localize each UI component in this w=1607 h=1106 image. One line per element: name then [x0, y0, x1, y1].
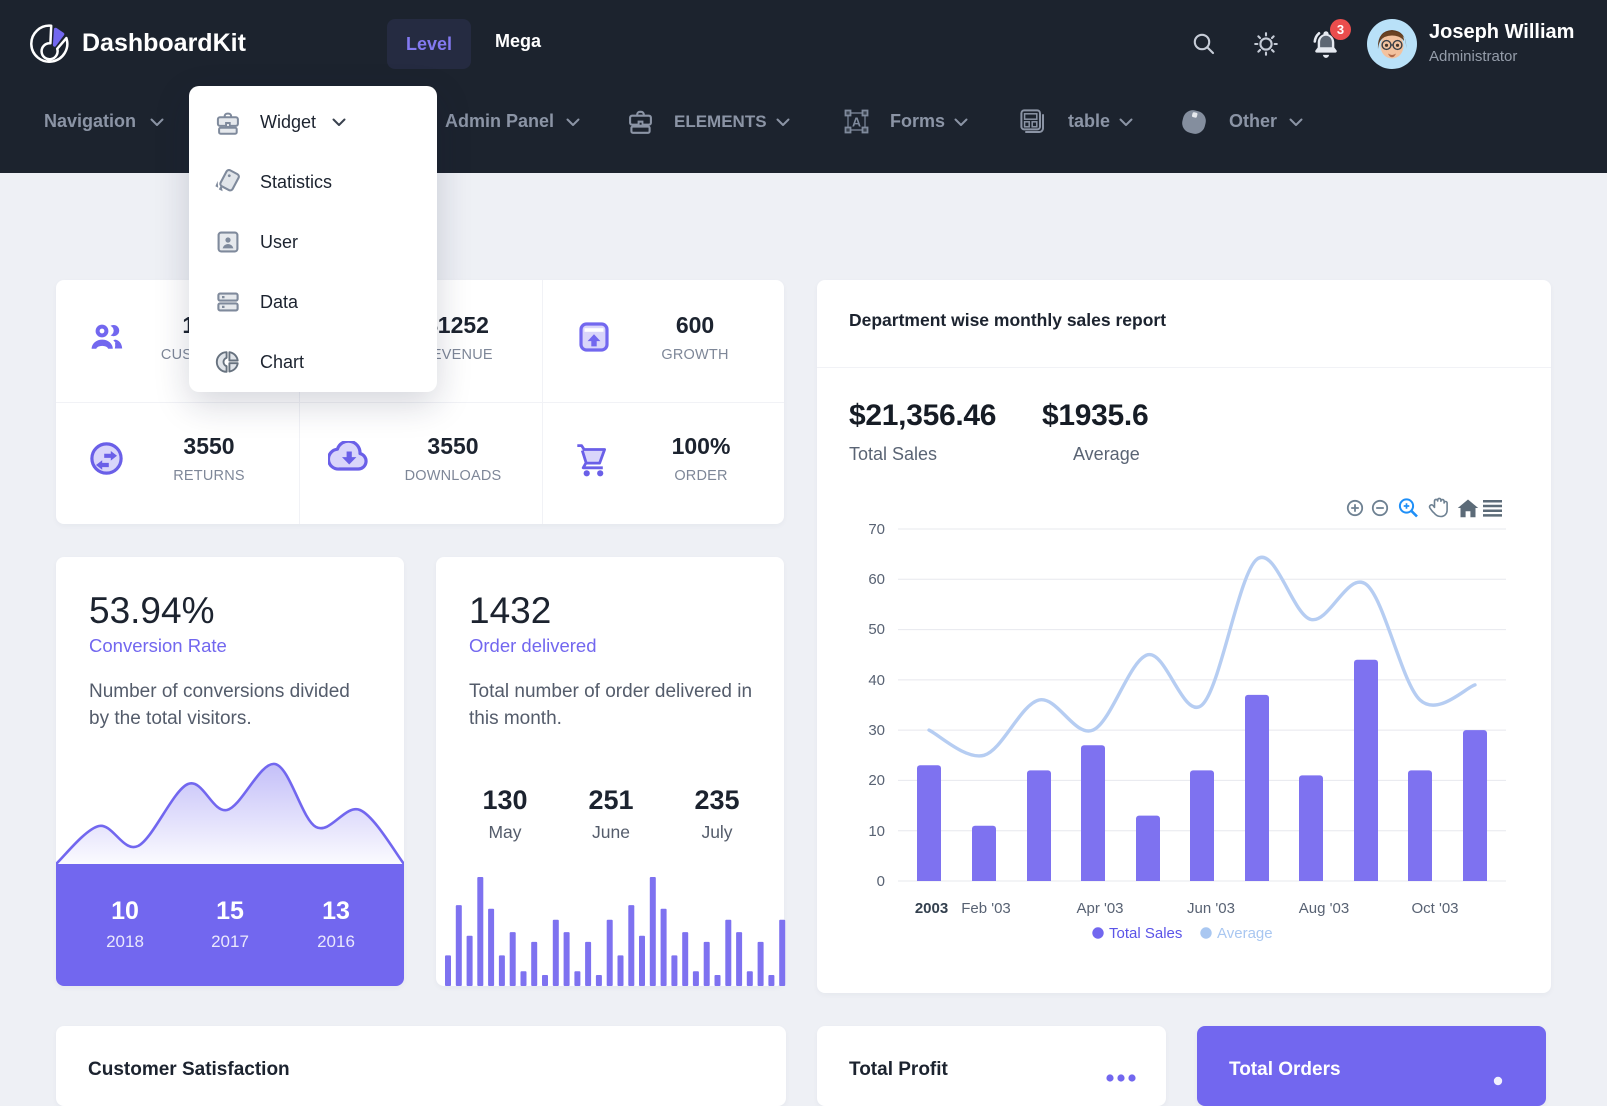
svg-text:Oct '03: Oct '03 — [1411, 900, 1458, 917]
svg-text:40: 40 — [868, 672, 885, 689]
svg-text:Total Sales: Total Sales — [1109, 925, 1182, 942]
svg-text:Jun '03: Jun '03 — [1187, 900, 1235, 917]
svg-text:70: 70 — [868, 521, 885, 538]
svg-text:10: 10 — [868, 823, 885, 840]
svg-text:Aug '03: Aug '03 — [1299, 900, 1349, 917]
svg-text:20: 20 — [868, 772, 885, 789]
svg-text:2003: 2003 — [915, 900, 948, 917]
svg-text:Feb '03: Feb '03 — [961, 900, 1011, 917]
svg-text:30: 30 — [868, 722, 885, 739]
svg-text:Average: Average — [1217, 925, 1273, 942]
svg-text:50: 50 — [868, 621, 885, 638]
svg-text:0: 0 — [877, 873, 885, 890]
svg-text:Apr '03: Apr '03 — [1076, 900, 1123, 917]
svg-text:60: 60 — [868, 571, 885, 588]
svg-text:A: A — [852, 115, 861, 129]
